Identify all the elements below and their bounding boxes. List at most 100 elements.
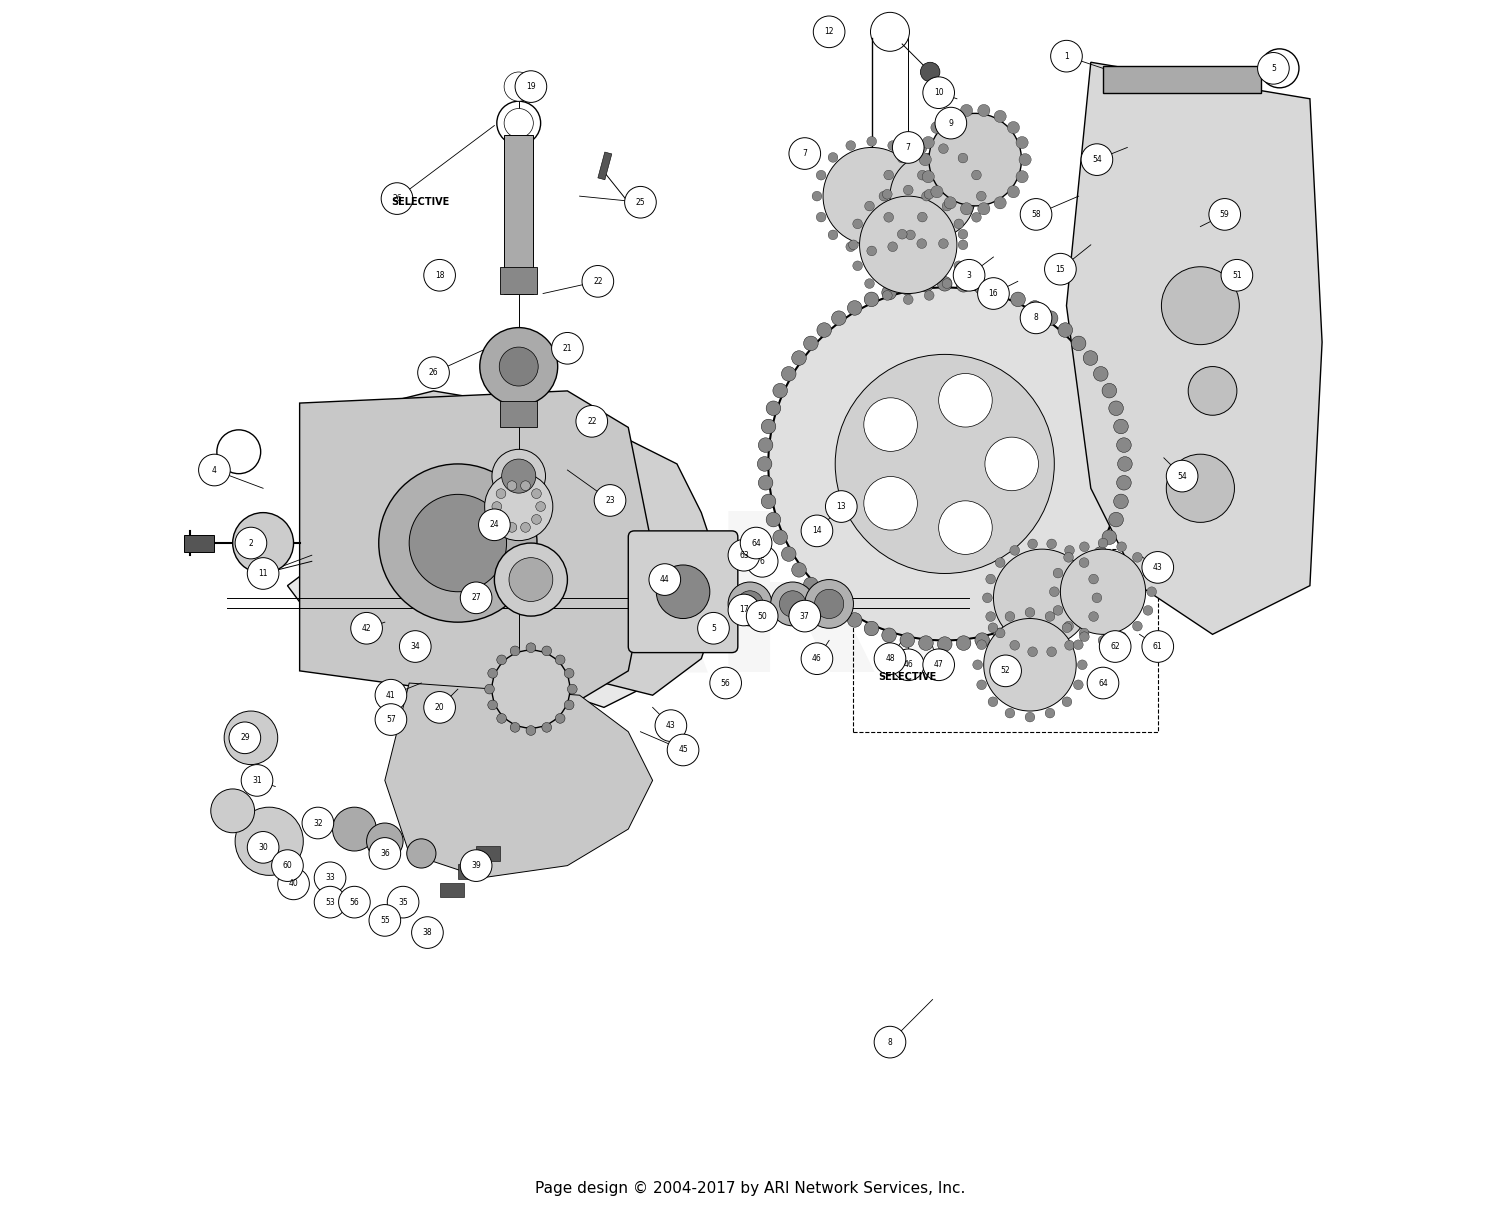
Circle shape: [849, 240, 858, 250]
Circle shape: [859, 196, 957, 294]
Circle shape: [650, 564, 681, 595]
Circle shape: [853, 261, 862, 271]
Circle shape: [804, 336, 818, 350]
Bar: [440, 882, 464, 897]
Circle shape: [1071, 336, 1086, 350]
Circle shape: [789, 138, 820, 170]
Bar: [598, 152, 612, 179]
Circle shape: [351, 612, 382, 644]
Circle shape: [818, 323, 831, 338]
Bar: [476, 847, 501, 861]
Text: 53: 53: [326, 898, 334, 906]
Circle shape: [759, 438, 772, 453]
Circle shape: [974, 660, 982, 670]
Circle shape: [986, 437, 1038, 490]
Circle shape: [236, 808, 303, 876]
Circle shape: [1132, 553, 1143, 562]
Circle shape: [993, 285, 1008, 300]
Circle shape: [890, 154, 975, 239]
Circle shape: [484, 472, 554, 540]
Text: 25: 25: [636, 198, 645, 206]
Circle shape: [900, 633, 915, 648]
Circle shape: [594, 484, 626, 516]
Circle shape: [1116, 476, 1131, 490]
Circle shape: [375, 704, 406, 736]
Circle shape: [1102, 383, 1116, 398]
Text: 19: 19: [526, 82, 536, 92]
Circle shape: [954, 260, 986, 292]
Circle shape: [526, 726, 536, 736]
Circle shape: [766, 401, 780, 416]
Text: 43: 43: [666, 721, 676, 730]
Circle shape: [1167, 460, 1198, 492]
Circle shape: [1080, 542, 1089, 551]
Text: 8: 8: [888, 1038, 892, 1047]
Circle shape: [1024, 608, 1035, 617]
Circle shape: [924, 290, 934, 300]
Circle shape: [1167, 454, 1234, 522]
Circle shape: [1098, 636, 1108, 645]
Circle shape: [853, 220, 862, 228]
Circle shape: [831, 311, 846, 326]
Polygon shape: [1066, 62, 1322, 634]
Circle shape: [333, 808, 376, 852]
Circle shape: [564, 700, 574, 710]
Circle shape: [934, 107, 966, 139]
Circle shape: [555, 714, 566, 723]
Text: 24: 24: [489, 520, 500, 529]
Circle shape: [520, 481, 531, 490]
Circle shape: [920, 154, 932, 166]
Circle shape: [1064, 553, 1074, 562]
Circle shape: [874, 1026, 906, 1058]
Circle shape: [1065, 640, 1074, 650]
Circle shape: [1016, 171, 1028, 183]
Circle shape: [996, 558, 1005, 567]
Circle shape: [801, 515, 832, 547]
Circle shape: [986, 611, 996, 621]
Circle shape: [1053, 605, 1064, 615]
Circle shape: [789, 600, 820, 632]
Circle shape: [1108, 512, 1124, 527]
Circle shape: [728, 594, 759, 626]
Text: 27: 27: [471, 593, 482, 603]
Circle shape: [916, 239, 927, 249]
Circle shape: [509, 558, 554, 601]
Circle shape: [668, 734, 699, 766]
Circle shape: [1016, 137, 1028, 149]
Circle shape: [500, 346, 538, 386]
Circle shape: [1062, 623, 1072, 633]
Circle shape: [1098, 538, 1108, 548]
Text: 17: 17: [740, 605, 748, 615]
Text: 51: 51: [1232, 271, 1242, 279]
Circle shape: [198, 454, 230, 486]
Circle shape: [888, 242, 897, 251]
Circle shape: [1257, 52, 1288, 84]
Circle shape: [656, 710, 687, 742]
Circle shape: [847, 300, 862, 315]
Text: 8: 8: [1034, 314, 1038, 322]
Circle shape: [492, 650, 570, 728]
Circle shape: [1100, 631, 1131, 662]
Circle shape: [1028, 647, 1038, 656]
Circle shape: [897, 229, 908, 239]
Circle shape: [813, 16, 844, 48]
Circle shape: [564, 669, 574, 678]
Circle shape: [766, 512, 780, 527]
Text: Page design © 2004-2017 by ARI Network Services, Inc.: Page design © 2004-2017 by ARI Network S…: [536, 1181, 964, 1196]
Circle shape: [484, 684, 495, 694]
Circle shape: [728, 539, 759, 571]
Text: 23: 23: [604, 497, 615, 505]
Text: 13: 13: [837, 503, 846, 511]
Circle shape: [381, 183, 412, 215]
Circle shape: [531, 489, 542, 499]
Text: 60: 60: [282, 861, 292, 870]
Polygon shape: [386, 683, 652, 877]
Circle shape: [994, 110, 1006, 122]
Circle shape: [492, 449, 546, 503]
Circle shape: [942, 278, 952, 288]
Text: 7: 7: [906, 143, 910, 152]
Text: 56: 56: [722, 678, 730, 688]
Circle shape: [510, 722, 520, 732]
Text: 12: 12: [825, 27, 834, 37]
Circle shape: [1078, 628, 1089, 638]
